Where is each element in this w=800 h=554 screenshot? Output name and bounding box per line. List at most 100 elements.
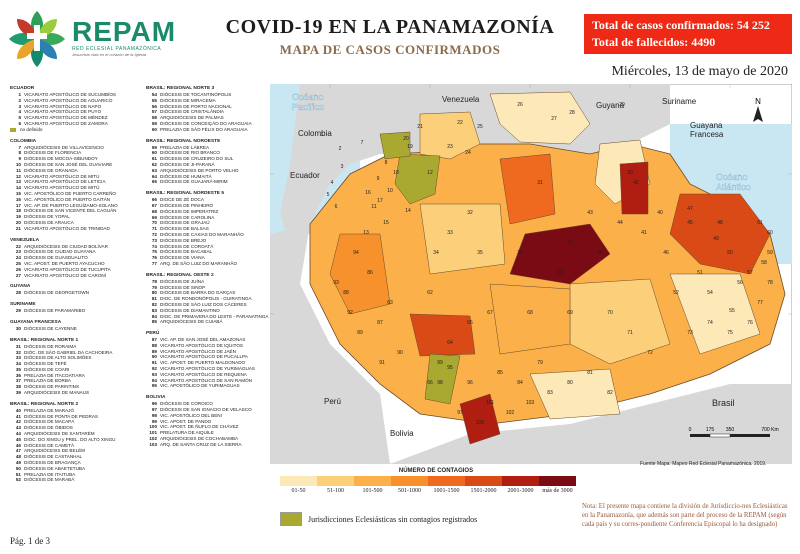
- list-item: 12 VICARIATO APOSTÓLICO DE MITÚ: [10, 174, 140, 180]
- region-number: 20: [403, 136, 409, 142]
- item-name: DIÓCESIS DE CAXIAS DO MARANHÃO: [160, 231, 244, 237]
- list-item: 79 DIÓCESIS DE SINOP: [146, 285, 276, 291]
- item-name: DIÓCESIS DE MIRACEMA: [160, 97, 216, 103]
- legend-swatch: [502, 476, 539, 486]
- item-name: DIÓCESIS DE BARRA DO GARÇAS: [160, 290, 236, 296]
- report-date: Miércoles, 13 de mayo de 2020: [611, 64, 788, 79]
- item-number: 36: [15, 372, 21, 378]
- list-item: 9 DIÓCESIS DE MOCOA-SIBUNDOY: [10, 156, 140, 162]
- country-label-pacific: Pacífico: [292, 102, 324, 112]
- list-item: 35 DIÓCESIS DE COARI: [10, 367, 140, 373]
- region-number: 75: [727, 330, 733, 336]
- item-name: PRELAZIA DE MARAJÓ: [24, 407, 75, 413]
- country-label-brasil: Brasil: [712, 398, 735, 408]
- region-santacruz: [459, 393, 501, 445]
- item-number: 101: [149, 430, 157, 436]
- list-item: 10 DIÓCESIS DE SAN JOSÉ DEL GUAVIARE: [10, 162, 140, 168]
- legend-label: 01-50: [291, 488, 306, 494]
- legend-label: 1001-1500: [433, 488, 460, 494]
- item-name: VIC. APOST. DE PUERTO MALDONADO: [160, 360, 246, 366]
- list-item: 85 ARQUIDIÓCESIS DE CUIABÁ: [146, 319, 276, 325]
- region-number: 64: [447, 340, 453, 346]
- region-number: 103: [526, 400, 535, 406]
- repam-logo: [9, 11, 65, 67]
- no-cases-label: Jurisdicciones Eclesiásticas sin contagi…: [308, 514, 478, 524]
- item-number: 60: [151, 126, 157, 132]
- list-item: 48 DIÓCESIS DE CASTANHAL: [10, 454, 140, 460]
- item-number: 29: [15, 308, 21, 314]
- region-number: 63: [387, 300, 393, 306]
- item-name: DIÓCESIS DE CRUZEIRO DO SUL: [160, 156, 234, 162]
- region-number: 8: [385, 160, 388, 166]
- region-number: 32: [467, 210, 473, 216]
- item-number: 75: [151, 249, 157, 255]
- region-number: 98: [437, 380, 443, 386]
- region-number: 60: [767, 230, 773, 236]
- list-item: 3 VICARIATO APOSTÓLICO DE NAPO: [10, 104, 140, 110]
- legend-label: 101-500: [362, 488, 383, 494]
- item-number: 54: [151, 92, 157, 97]
- region-number: 54: [707, 290, 713, 296]
- item-number: 72: [151, 231, 157, 237]
- brand-block: REPAM RED ECLESIAL PANAMAZÓNICA Jesucris…: [72, 16, 176, 57]
- legend-swatch: [539, 476, 576, 486]
- region-number: 2: [339, 146, 342, 152]
- item-number: 74: [151, 243, 157, 249]
- region-number: 7: [361, 140, 364, 146]
- item-name: DIÓCESIS DE SAN IGNACIO DE VELASCO: [160, 407, 252, 413]
- country-label-pacific: Océano: [292, 92, 324, 102]
- list-item: 4 VICARIATO APOSTÓLICO DE PUYO: [10, 109, 140, 115]
- north-arrow-icon: [753, 106, 763, 122]
- country-label-atlantic: Océano: [716, 172, 748, 182]
- list-item: 93 VICARIATO APOSTÓLICO DE REQUENA: [146, 372, 276, 378]
- region-number: 65: [467, 320, 473, 326]
- region-number: 93: [333, 280, 339, 286]
- list-item: 51 PRELAZIA DE ITAITUBA: [10, 472, 140, 478]
- list-group-heading: BRASIL: REGIONAL OESTE 2: [146, 272, 214, 278]
- list-item: 68 DIÓCESIS DE IMPERATRIZ: [146, 209, 276, 215]
- neighbour-land-south: [390, 384, 792, 464]
- list-item: 39 ARQUIDIÓCESIS DE MANAUS: [10, 390, 140, 396]
- country-labels: OcéanoPacíficoVenezuelaColombiaEcuadorGu…: [290, 92, 751, 438]
- list-item: 41 DIÓCESIS DE PONTA DE PEDRAS: [10, 414, 140, 420]
- region-number: 38: [557, 270, 563, 276]
- region-number: 50: [727, 250, 733, 256]
- map-source: Fuente Mapa: Mapeo Red Eclesial Panamazó…: [640, 461, 767, 467]
- item-name: DIÓCESIS DE BACABAL: [160, 249, 213, 255]
- country-label-guyana_fr: Guayana: [690, 121, 723, 130]
- map-svg: N 0 175 350 700 Km 123456789101112131415161…: [270, 84, 792, 464]
- item-number: 7: [18, 144, 21, 150]
- item-name: DIÓCESIS DE BRAGANÇA: [24, 460, 81, 466]
- item-name: PRELAZIA DE BORBA: [24, 378, 71, 384]
- region-number: 97: [457, 410, 463, 416]
- graticule: [270, 84, 792, 315]
- region-number: 71: [627, 330, 633, 336]
- list-item: 33 DIÓCESIS DE ALTO SOLIMÕES: [10, 355, 140, 361]
- item-number: 22: [15, 243, 21, 249]
- country-label-atlantic: Atlántico: [716, 182, 751, 192]
- item-number: 1: [18, 92, 21, 97]
- item-number: 30: [15, 325, 21, 331]
- item-number: 93: [151, 371, 157, 377]
- item-name: DIÓCESIS DE CAMETÁ: [24, 442, 75, 448]
- item-name: DIÓCESIS DE BREJO: [160, 237, 207, 243]
- item-number: 37: [15, 378, 21, 384]
- item-name: DIÓCESIS DE GEORGETOWN: [24, 290, 90, 296]
- list-item: 83 DIÓCESIS DE DIAMANTINO: [146, 308, 276, 314]
- region-number: 80: [567, 380, 573, 386]
- item-name: DIÓCESIS DE PARINTINS: [24, 384, 80, 390]
- item-number: 23: [15, 249, 21, 255]
- list-item: 44 ARQUIDIÓCESIS DE SANTARÉM: [10, 431, 140, 437]
- item-number: 34: [15, 361, 21, 367]
- region-number: 35: [477, 250, 483, 256]
- item-number: 60: [151, 150, 157, 156]
- list-item: 96 DIÓCESIS DE COROICO: [146, 401, 276, 407]
- list-item: 49 DIÓCESIS DE BRAGANÇA: [10, 460, 140, 466]
- list-item: 97 DIÓCESIS DE SAN IGNACIO DE VELASCO: [146, 407, 276, 413]
- item-name: no definido: [20, 126, 43, 132]
- list-item: 16 VIC. APOSTÓLICO DE PUERTO GAITÁN: [10, 197, 140, 203]
- item-name: DIÓCESIS DE GRAJAÚ: [160, 220, 210, 226]
- jurisdiction-list-col-2: BRASIL: REGIONAL NORTE 3 54 DIÓCESIS DE TO…: [146, 86, 276, 448]
- region-number: 46: [663, 250, 669, 256]
- item-name: VICARIATO APOSTÓLICO DE PUYO: [24, 109, 102, 115]
